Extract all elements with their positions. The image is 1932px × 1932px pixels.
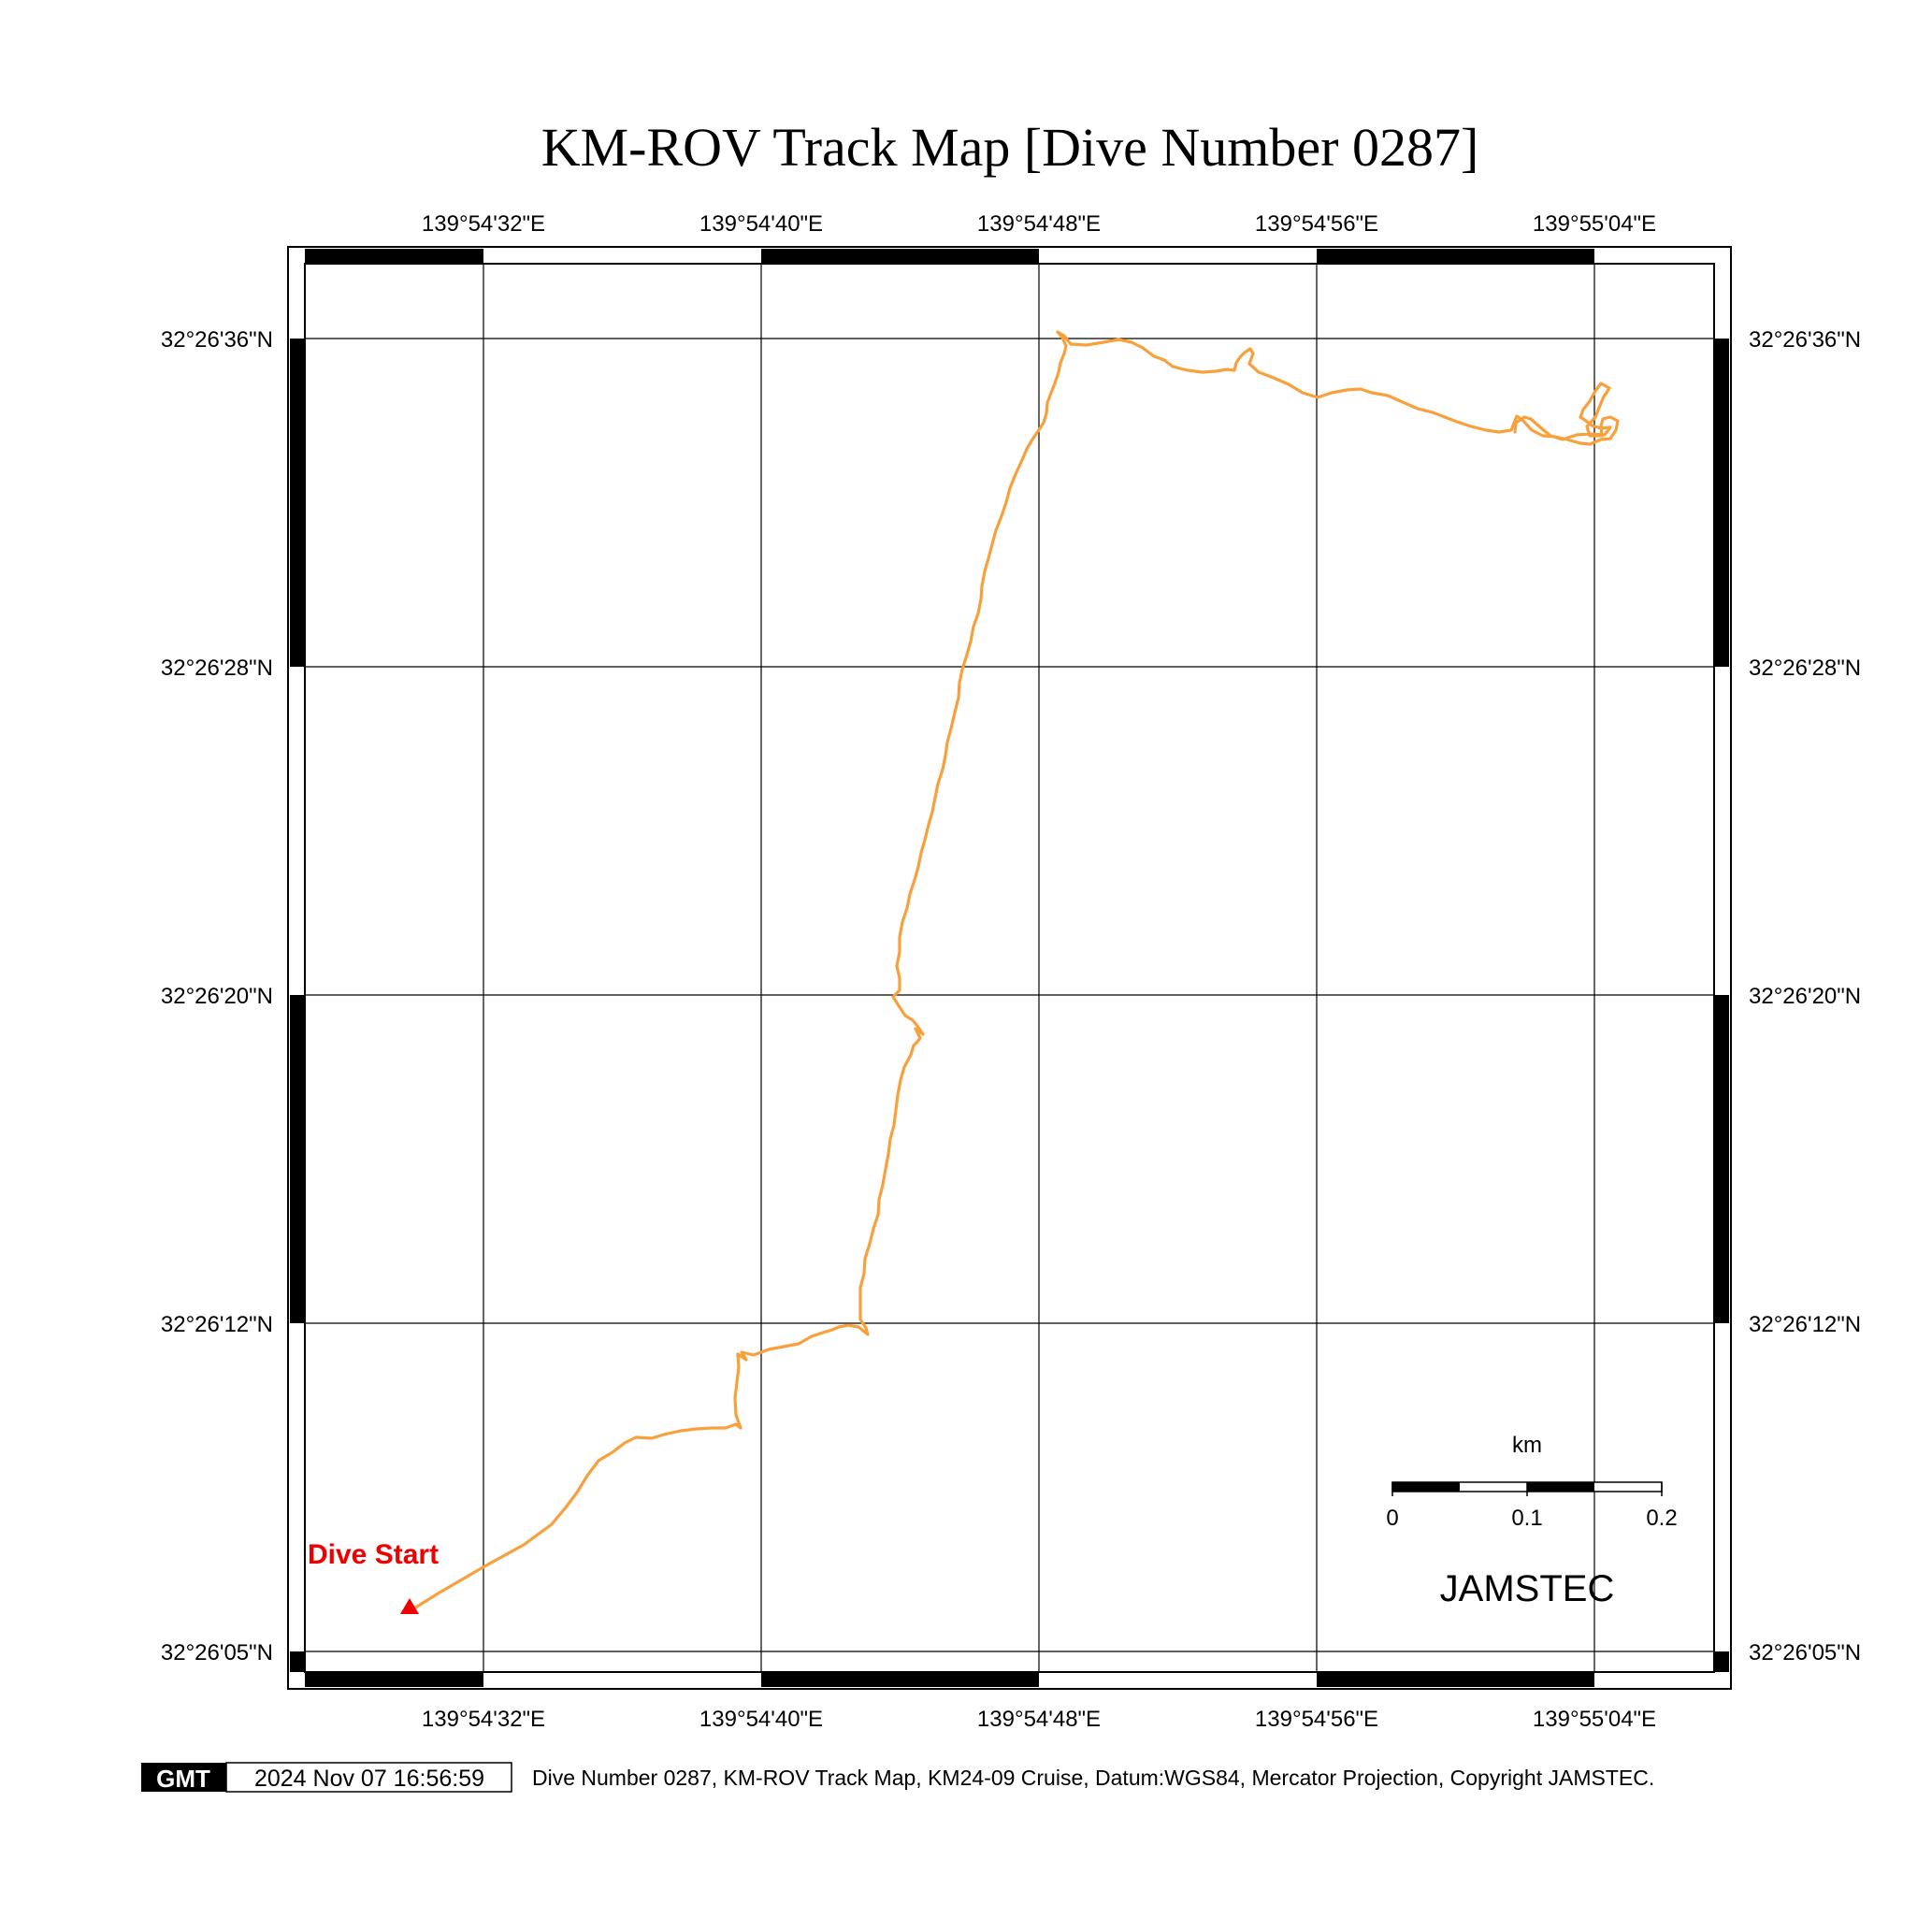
scale-bar: km 0 0.1 0.2: [1386, 1433, 1677, 1531]
lon-label-bottom: 139°54'56"E: [1255, 1707, 1378, 1732]
rov-track-line: [408, 330, 1620, 1613]
lon-label-top: 139°54'48"E: [977, 211, 1101, 237]
dive-start-marker: [400, 1598, 419, 1614]
lon-label-bottom: 139°54'32"E: [422, 1707, 545, 1732]
scale-tick-label: 0.1: [1511, 1506, 1542, 1531]
org-label: JAMSTEC: [1440, 1568, 1615, 1609]
gmt-logo-text: GMT: [156, 1765, 210, 1793]
lat-label-right: 32°26'12"N: [1749, 1312, 1861, 1337]
lat-label-left: 32°26'05"N: [161, 1640, 273, 1665]
lat-label-left: 32°26'36"N: [161, 327, 273, 353]
scale-tick-label: 0.2: [1646, 1506, 1677, 1531]
lat-label-right: 32°26'20"N: [1749, 984, 1861, 1009]
right-lat-labels: 32°26'36"N 32°26'28"N 32°26'20"N 32°26'1…: [1749, 327, 1861, 1665]
lon-label-top: 139°54'40"E: [699, 211, 823, 237]
lat-label-left: 32°26'20"N: [161, 984, 273, 1009]
lat-label-right: 32°26'28"N: [1749, 656, 1861, 681]
lat-label-left: 32°26'28"N: [161, 656, 273, 681]
left-lat-labels: 32°26'36"N 32°26'28"N 32°26'20"N 32°26'1…: [161, 327, 273, 1665]
gmt-logo: [141, 1763, 226, 1792]
lat-label-right: 32°26'36"N: [1749, 327, 1861, 353]
lon-label-top: 139°54'56"E: [1255, 211, 1378, 237]
dive-start-label: Dive Start: [308, 1539, 439, 1570]
scale-unit-label: km: [1512, 1433, 1542, 1458]
graticule: [305, 264, 1714, 1672]
lon-label-top: 139°55'04"E: [1533, 211, 1656, 237]
top-lon-labels: 139°54'32"E 139°54'40"E 139°54'48"E 139°…: [422, 211, 1656, 237]
map-title: KM-ROV Track Map [Dive Number 0287]: [541, 117, 1479, 178]
lat-label-right: 32°26'05"N: [1749, 1640, 1861, 1665]
lon-label-bottom: 139°54'48"E: [977, 1707, 1101, 1732]
footer-timestamp: 2024 Nov 07 16:56:59: [254, 1766, 484, 1792]
scale-tick-label: 0: [1386, 1506, 1398, 1531]
bottom-lon-labels: 139°54'32"E 139°54'40"E 139°54'48"E 139°…: [422, 1707, 1656, 1732]
footer-caption: Dive Number 0287, KM-ROV Track Map, KM24…: [532, 1766, 1654, 1790]
timestamp-box: [225, 1762, 512, 1793]
lat-label-left: 32°26'12"N: [161, 1312, 273, 1337]
footer: GMT 2024 Nov 07 16:56:59 Dive Number 028…: [141, 1762, 1654, 1793]
lon-label-top: 139°54'32"E: [422, 211, 545, 237]
lon-label-bottom: 139°54'40"E: [699, 1707, 823, 1732]
map-frame: [287, 246, 1732, 1690]
lon-label-bottom: 139°55'04"E: [1533, 1707, 1656, 1732]
